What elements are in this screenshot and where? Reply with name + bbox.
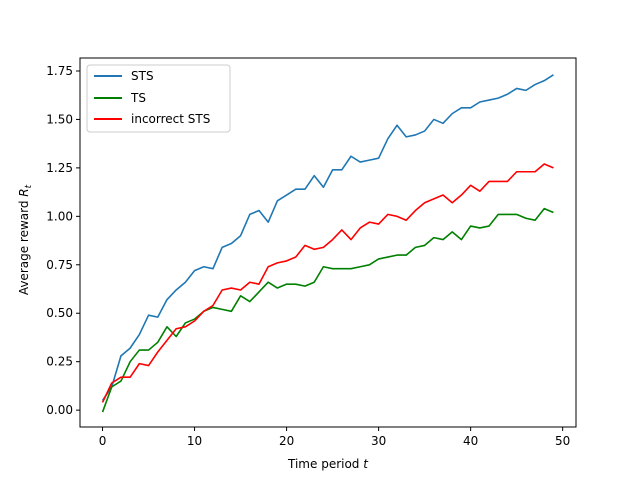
series-line-incorrect-sts	[101, 163, 554, 403]
y-tick-label: 1.25	[46, 161, 73, 175]
series-lines	[101, 74, 554, 413]
y-tick-label: 0.75	[46, 258, 73, 272]
x-axis-label: Time period t	[287, 457, 369, 471]
legend-label-sts: STS	[131, 69, 154, 83]
x-tick-label: 50	[555, 434, 570, 448]
plot-frame	[79, 57, 577, 428]
x-tick-label: 0	[99, 434, 107, 448]
y-tick-label: 1.75	[46, 64, 73, 78]
x-tick-label: 30	[371, 434, 386, 448]
x-axis: 0 10 20 30 40 50	[99, 427, 570, 448]
plot-area	[79, 57, 577, 428]
y-axis: 0.00 0.25 0.50 0.75 1.00 1.25 1.50 1.75	[46, 64, 80, 417]
y-tick-label: 1.00	[46, 209, 73, 223]
legend-label-ts: TS	[130, 91, 146, 105]
x-tick-label: 10	[187, 434, 202, 448]
legend-label-incorrect-sts: incorrect STS	[131, 112, 210, 126]
y-axis-label: Average reward Rt	[17, 184, 34, 295]
series-line-sts	[101, 74, 554, 401]
legend: STS TS incorrect STS	[86, 64, 231, 133]
y-tick-label: 0.00	[46, 403, 73, 417]
y-tick-label: 0.25	[46, 355, 73, 369]
y-tick-label: 1.50	[46, 112, 73, 126]
x-tick-label: 40	[463, 434, 478, 448]
series-line-ts	[101, 207, 554, 413]
y-tick-label: 0.50	[46, 306, 73, 320]
x-tick-label: 20	[279, 434, 294, 448]
legend-box	[86, 64, 231, 133]
